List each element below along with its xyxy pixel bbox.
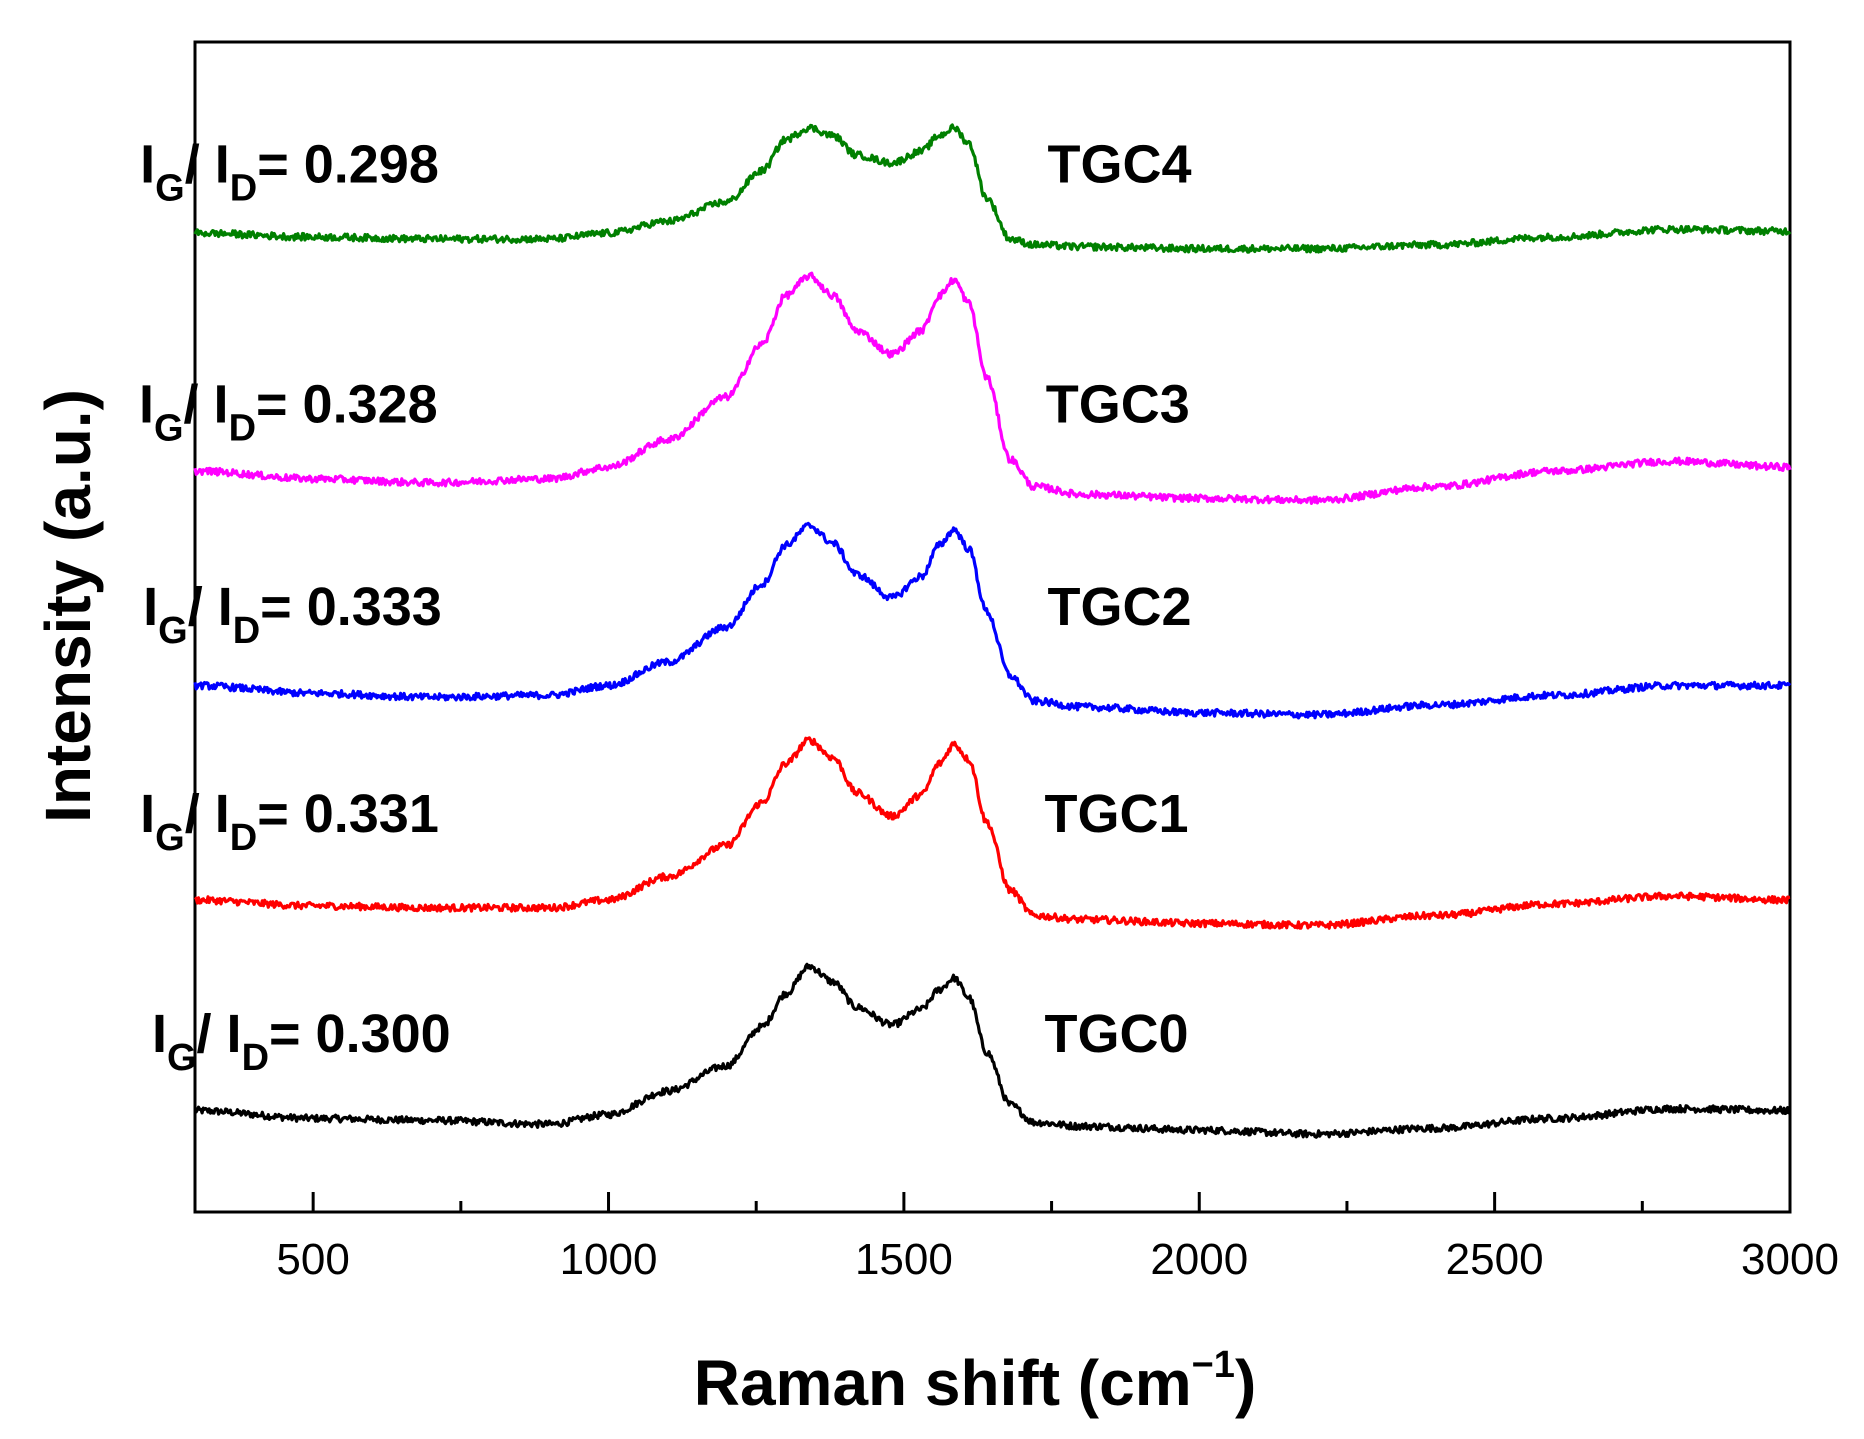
series-label-tgc3: TGC3 bbox=[1046, 374, 1190, 434]
ratio-label-tgc1: IG/ ID= 0.331 bbox=[140, 784, 439, 859]
x-axis-title: Raman shift (cm−1) bbox=[694, 1344, 1257, 1419]
x-tick-label: 2000 bbox=[1150, 1235, 1248, 1284]
ratio-label-tgc4: IG/ ID= 0.298 bbox=[140, 134, 439, 209]
series-label-tgc2: TGC2 bbox=[1047, 577, 1191, 637]
ratio-label-tgc2: IG/ ID= 0.333 bbox=[143, 577, 442, 652]
series-line-tgc4 bbox=[193, 123, 1792, 254]
ratio-label-tgc0: IG/ ID= 0.300 bbox=[152, 1004, 451, 1079]
x-tick-label: 1000 bbox=[560, 1235, 658, 1284]
plot-frame bbox=[193, 40, 1792, 1214]
series-line-tgc3 bbox=[193, 271, 1792, 505]
plot-area bbox=[193, 40, 1792, 1214]
series-line-tgc1 bbox=[193, 736, 1791, 930]
series-line-tgc0 bbox=[193, 962, 1792, 1139]
x-tick-label: 1500 bbox=[855, 1235, 953, 1284]
x-tick-label: 3000 bbox=[1741, 1235, 1839, 1284]
series-line-tgc2 bbox=[193, 521, 1792, 720]
ratio-label-tgc3: IG/ ID= 0.328 bbox=[139, 374, 438, 449]
series-label-tgc1: TGC1 bbox=[1045, 784, 1189, 844]
x-axis: 500 1000 1500 2000 2500 3000 bbox=[276, 1192, 1839, 1284]
series-label-tgc4: TGC4 bbox=[1047, 134, 1191, 194]
labels-group: TGC0 IG/ ID= 0.300 TGC1 IG/ ID= 0.331 TGC2 IG… bbox=[139, 134, 1192, 1079]
x-tick-label: 500 bbox=[276, 1235, 349, 1284]
x-tick-label: 2500 bbox=[1446, 1235, 1544, 1284]
series-group bbox=[193, 123, 1792, 1139]
series-label-tgc0: TGC0 bbox=[1045, 1004, 1189, 1064]
y-axis-title: Intensity (a.u.) bbox=[32, 389, 104, 823]
